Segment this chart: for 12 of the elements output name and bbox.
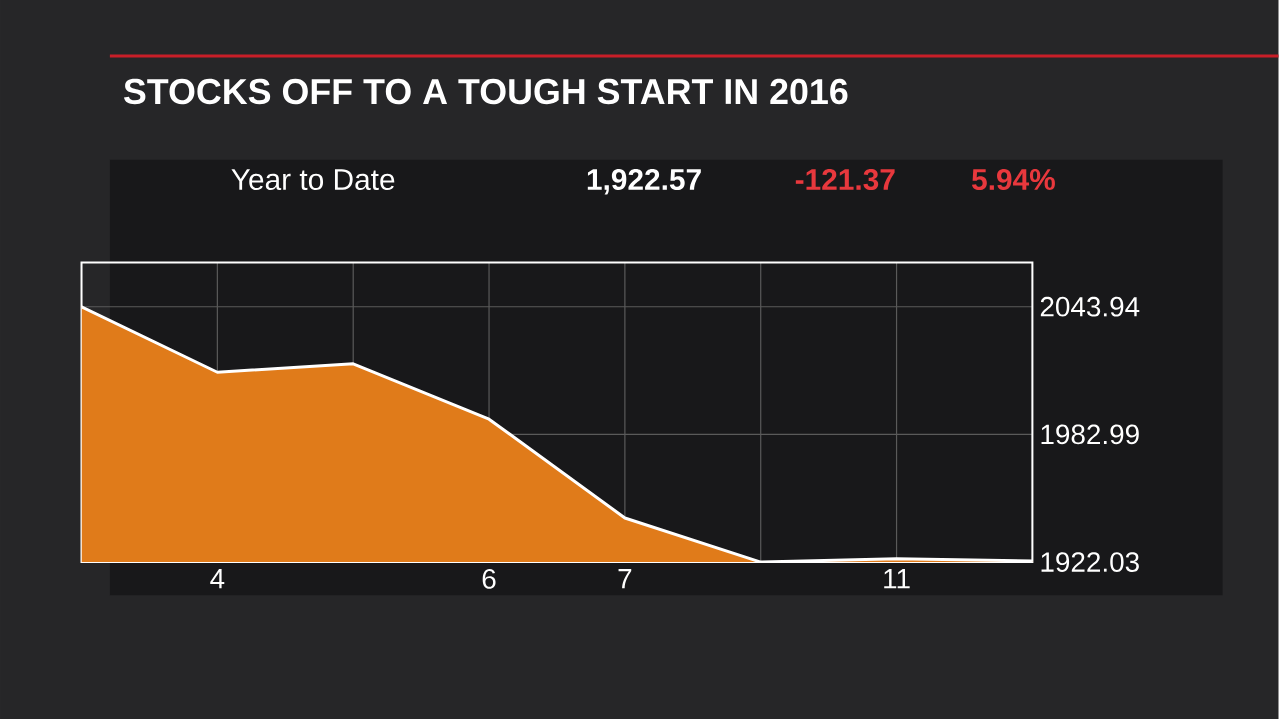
- x-tick-label: 6: [482, 569, 496, 589]
- y-tick-label: 1922.03: [1041, 552, 1139, 572]
- chart-title: STOCKS OFF TO A TOUGH START IN 2016: [123, 78, 848, 105]
- text: 1,922.57: [587, 168, 701, 195]
- text: Year to Date: [231, 169, 395, 190]
- y-tick-label: 1982.99: [1041, 424, 1139, 445]
- x-tick-label: 7: [618, 569, 632, 589]
- text: -121.37: [795, 168, 895, 191]
- y-tick-label: 2043.94: [1040, 296, 1140, 317]
- x-tick-label: 4: [210, 569, 225, 589]
- x-tick-label: 11: [884, 569, 910, 589]
- text: 5.94%: [971, 168, 1055, 190]
